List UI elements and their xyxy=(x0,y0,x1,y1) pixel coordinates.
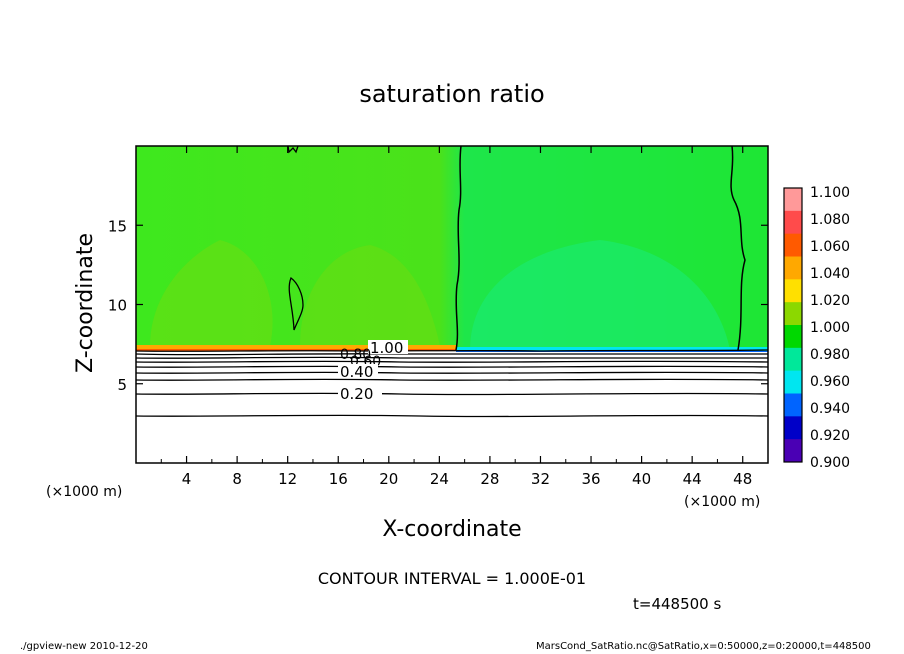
colorbar: 1.100 1.080 1.060 1.040 1.020 1.000 0.980 0.960… xyxy=(783,185,850,471)
colorbar-label: 1.080 xyxy=(810,212,850,228)
colorbar-label: 0.920 xyxy=(810,428,850,444)
contour-label: 0.40 xyxy=(340,363,373,381)
colorbar-label: 1.100 xyxy=(810,185,850,201)
y-tick-label: 10 xyxy=(108,297,127,315)
colorbar-segment xyxy=(784,210,802,235)
colorbar-label: 0.980 xyxy=(810,347,850,363)
colorbar-label: 0.900 xyxy=(810,455,850,471)
x-tick-label: 8 xyxy=(232,470,242,488)
subsaturated-patch xyxy=(470,240,730,350)
x-tick-label: 44 xyxy=(683,470,702,488)
x-tick-label: 48 xyxy=(733,470,752,488)
contour-interval-text: CONTOUR INTERVAL = 1.000E-01 xyxy=(318,569,586,588)
condensation-band-edge xyxy=(136,349,456,351)
condensation-band xyxy=(136,345,456,349)
colorbar-segment xyxy=(784,188,802,212)
contour-1.00-right xyxy=(730,146,746,351)
footer-right: MarsCond_SatRatio.nc@SatRatio,x=0:50000,… xyxy=(536,641,871,652)
y-tick-label: 5 xyxy=(117,376,127,394)
chart-title: saturation ratio xyxy=(359,80,544,108)
time-text: t=448500 s xyxy=(633,595,721,613)
y-axis: 5 10 15 xyxy=(108,217,768,394)
colorbar-segment xyxy=(784,393,802,417)
y-tick-label: 15 xyxy=(108,217,127,235)
subsaturated-band-edge xyxy=(456,351,768,353)
x-tick-label: 12 xyxy=(278,470,297,488)
y-axis-label: Z-coordinate xyxy=(73,233,98,373)
plot-area xyxy=(136,146,768,463)
contour-1.00-top xyxy=(287,146,299,154)
footer-left: ./gpview-new 2010-12-20 xyxy=(20,641,148,652)
colorbar-segment xyxy=(784,347,802,372)
x-axis: 4 8 12 16 20 24 28 32 36 40 44 48 xyxy=(160,146,752,488)
colorbar-label: 1.000 xyxy=(810,320,850,336)
x-tick-label: 24 xyxy=(430,470,449,488)
x-axis-label: X-coordinate xyxy=(382,517,521,542)
colorbar-segment xyxy=(784,279,802,303)
contour-label: 0.80 xyxy=(340,347,371,363)
colorbar-segment xyxy=(784,325,802,349)
colorbar-segment xyxy=(784,302,802,326)
supersaturated-patch xyxy=(300,245,440,346)
x-tick-label: 4 xyxy=(182,470,192,488)
subsaturated-band xyxy=(456,347,768,351)
dry-region xyxy=(136,352,768,463)
x-tick-label: 40 xyxy=(632,470,651,488)
contour-label-group: 1.00 0.80 0.60 0.40 0.20 xyxy=(338,339,408,403)
contour-label: 1.00 xyxy=(370,339,403,357)
x-tick-label: 16 xyxy=(329,470,348,488)
colorbar-label: 0.960 xyxy=(810,374,850,390)
x-unit-left: (×1000 m) xyxy=(46,484,122,500)
colorbar-label: 1.060 xyxy=(810,239,850,255)
colorbar-segment xyxy=(784,416,802,440)
x-tick-label: 36 xyxy=(581,470,600,488)
colorbar-frame xyxy=(783,187,803,463)
contour-1.00-island xyxy=(288,276,304,331)
colorbar-segment xyxy=(784,233,802,257)
colorbar-segment xyxy=(784,439,802,463)
supersaturated-patch xyxy=(150,240,273,346)
colorbar-label: 1.040 xyxy=(810,266,850,282)
x-tick-label: 32 xyxy=(531,470,550,488)
colorbar-segment xyxy=(784,256,802,280)
colorbar-label: 0.940 xyxy=(810,401,850,417)
colorbar-label: 1.020 xyxy=(810,293,850,309)
contour-1.00-left xyxy=(455,146,462,351)
colorbar-segment xyxy=(784,370,802,394)
contour-lines xyxy=(136,349,768,418)
x-tick-label: 28 xyxy=(480,470,499,488)
x-unit-right: (×1000 m) xyxy=(684,494,760,510)
x-tick-label: 20 xyxy=(379,470,398,488)
contour-label: 0.20 xyxy=(340,385,373,403)
